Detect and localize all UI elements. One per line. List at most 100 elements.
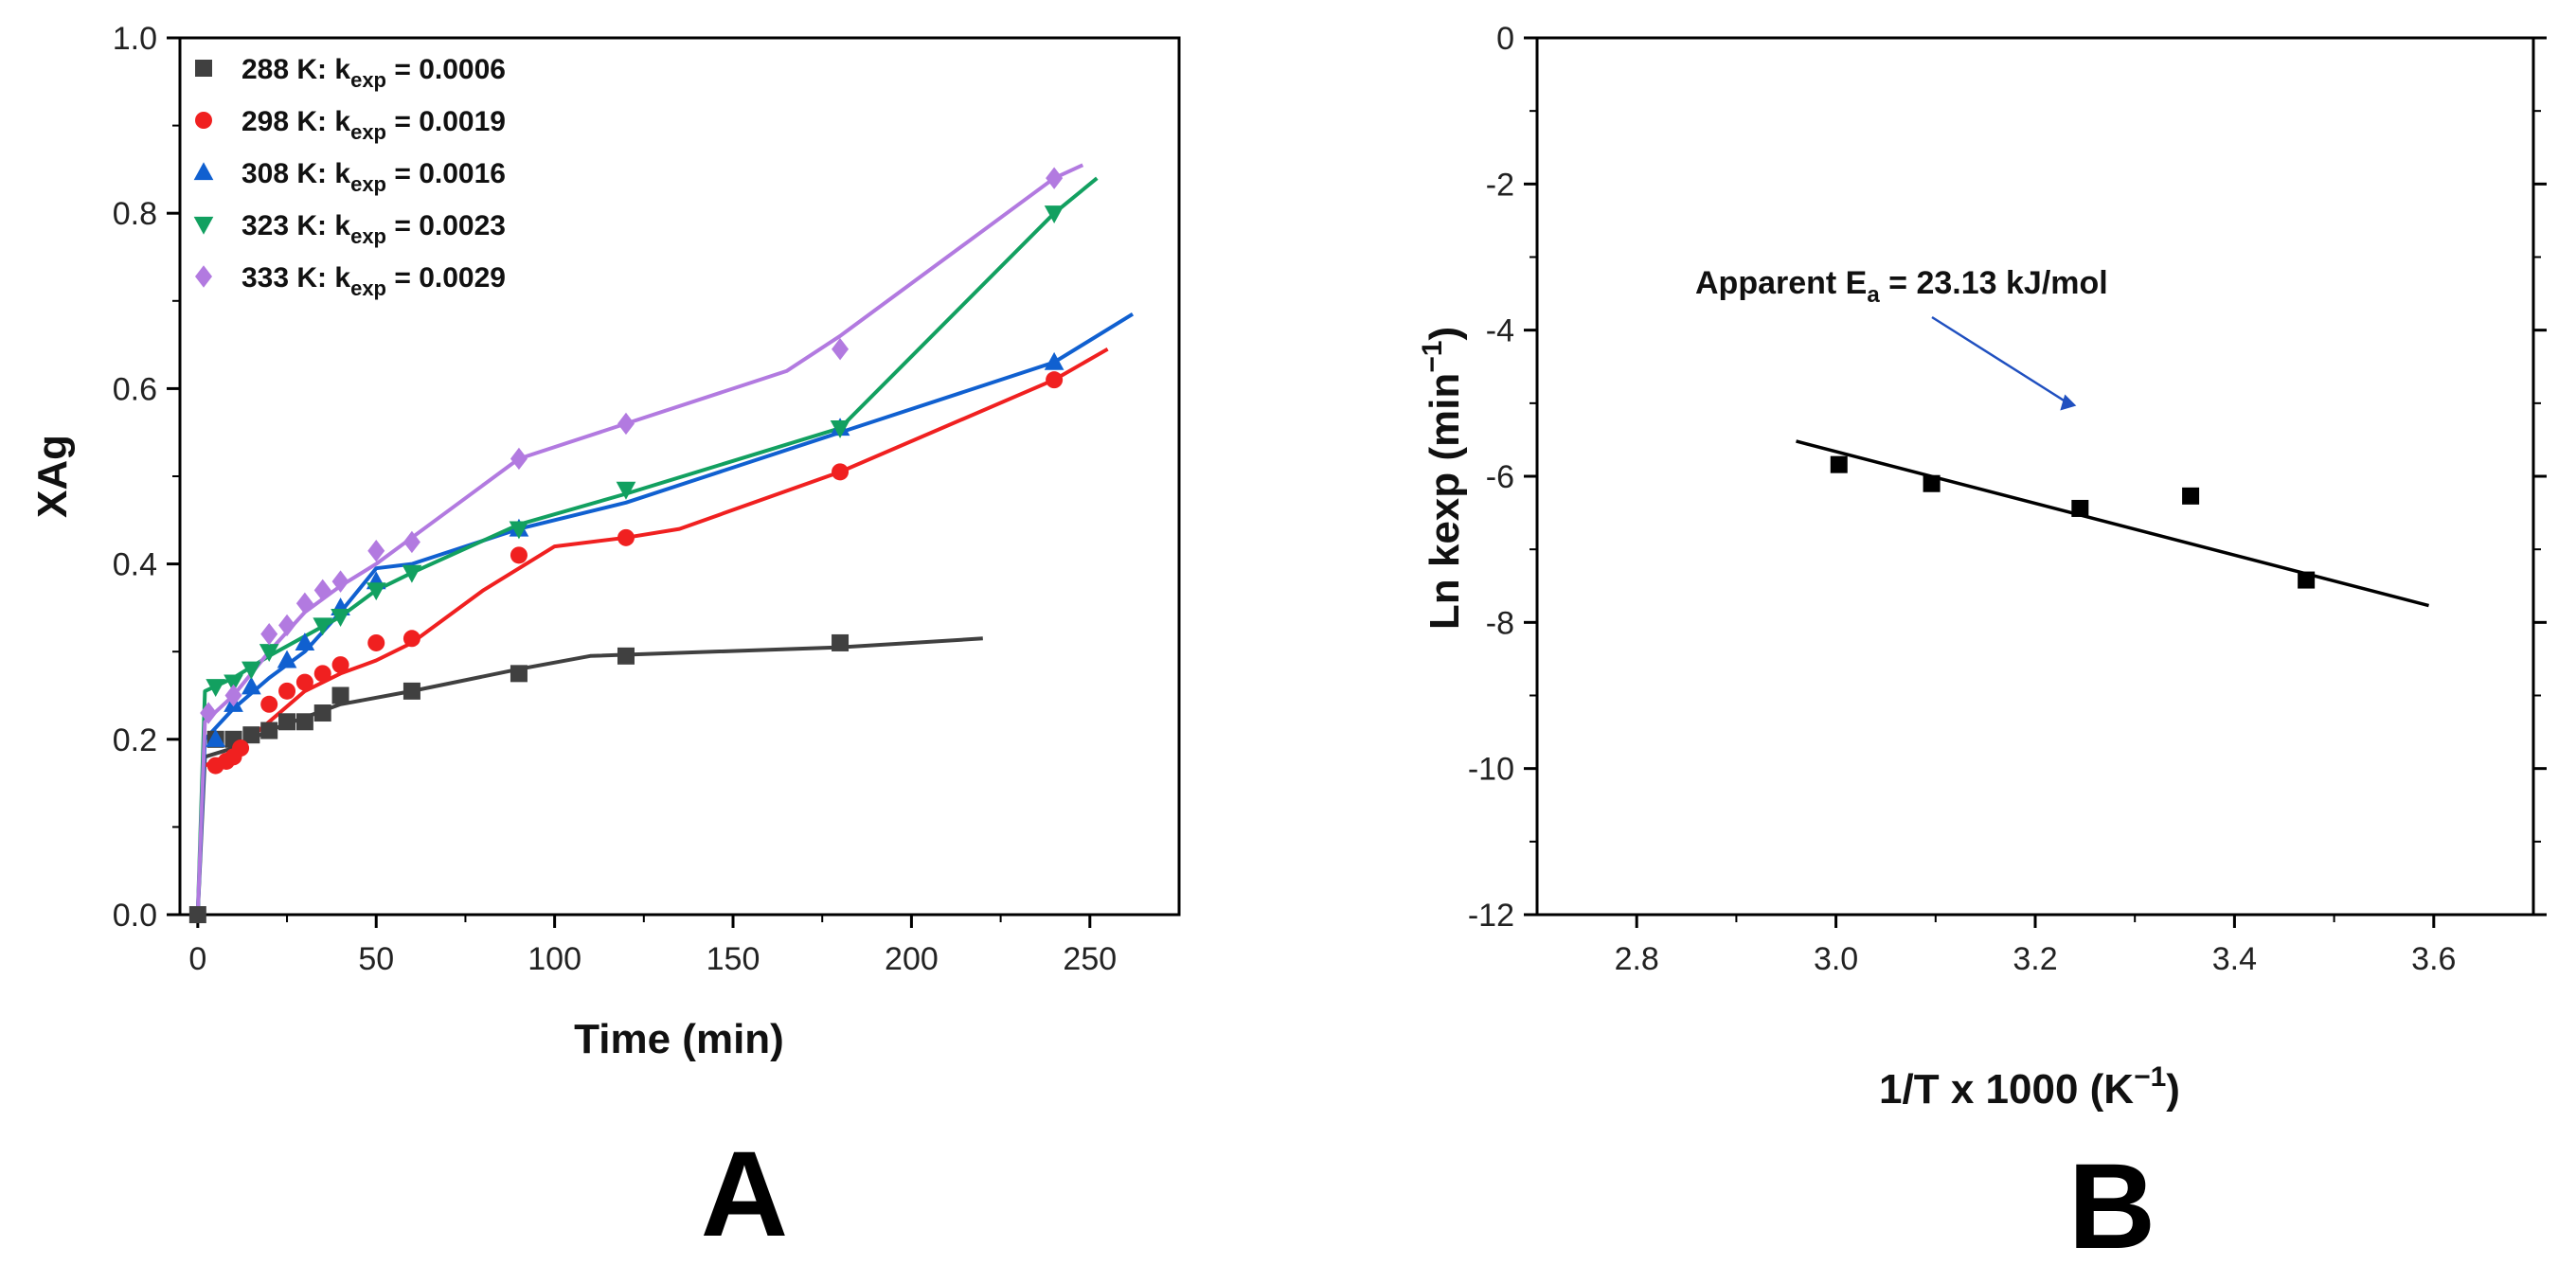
panel-b-frame [1535, 36, 2535, 917]
y-tick-label: 0.4 [113, 547, 157, 583]
data-point [188, 906, 206, 923]
data-point [295, 713, 313, 731]
y-tick-label: 1.0 [113, 21, 157, 57]
data-point [260, 622, 278, 646]
data-point [260, 695, 278, 713]
data-point [206, 679, 226, 698]
data-point [830, 419, 850, 438]
data-point [1830, 455, 1848, 473]
legend-entry: 308 K: kexp = 0.0016 [242, 158, 506, 196]
y-tick-label: -8 [1486, 605, 1514, 641]
data-point [510, 665, 528, 683]
data-point [2182, 487, 2200, 505]
legend-marker [193, 162, 214, 181]
data-point [1044, 205, 1064, 223]
data-point [366, 582, 386, 601]
data-point [295, 592, 313, 615]
panel-a-data-points [188, 167, 1064, 923]
data-point [232, 739, 250, 757]
data-point [313, 579, 331, 602]
panel-a-ticks [167, 36, 1092, 928]
fit-line [204, 347, 1109, 768]
data-point [331, 570, 349, 593]
panel-a-legend: 288 K: kexp = 0.0006 298 K: kexp = 0.0019… [193, 54, 506, 300]
data-point [278, 713, 296, 731]
data-point [278, 614, 296, 637]
panel-b-chart: 2.8 3.0 3.2 3.4 3.6 0 -2 -4 -6 -8 -10 -12 Apparent … [1417, 21, 2547, 1265]
data-point [313, 704, 331, 722]
x-tick-label: 250 [1063, 941, 1117, 977]
fit-line [195, 163, 1084, 916]
data-point [200, 702, 218, 724]
panel-b-ticks [1524, 36, 2547, 928]
x-tick-label: 3.0 [1814, 941, 1858, 977]
data-point [331, 686, 349, 704]
x-tick-label: 100 [528, 941, 581, 977]
panel-a-label: A [701, 1127, 788, 1262]
data-point [331, 656, 349, 674]
panel-a-tick-labels: 0 50 100 150 200 250 0.0 0.2 0.4 0.6 0.8 1.0 [113, 21, 1117, 977]
y-tick-label: 0.8 [113, 196, 157, 232]
data-point [402, 682, 420, 700]
panel-b-fit-line [1796, 439, 2429, 608]
y-tick-label: 0.6 [113, 371, 157, 407]
panel-b-annotation: Apparent Ea = 23.13 kJ/mol [1695, 265, 2108, 411]
data-point [367, 540, 385, 562]
data-point [1046, 371, 1064, 389]
data-point [224, 684, 242, 707]
panel-a-y-axis-label: XAg [29, 435, 76, 518]
data-point [616, 481, 636, 500]
legend-marker [193, 216, 214, 235]
data-point [1923, 474, 1941, 492]
annotation-arrowhead [2060, 394, 2077, 411]
data-point [295, 673, 313, 691]
activation-energy-label: Apparent Ea = 23.13 kJ/mol [1695, 265, 2108, 308]
data-point [295, 632, 315, 651]
panel-a-x-axis-label: Time (min) [574, 1016, 784, 1062]
arrhenius-fit-line [1796, 439, 2429, 608]
data-point [832, 463, 850, 481]
x-tick-label: 200 [885, 941, 939, 977]
data-point [367, 633, 385, 651]
data-point [2071, 499, 2089, 517]
x-tick-label: 3.4 [2212, 941, 2257, 977]
y-tick-label: -2 [1486, 167, 1514, 203]
data-point [242, 661, 261, 680]
y-tick-label: 0.2 [113, 722, 157, 758]
data-point [509, 521, 529, 540]
data-point [260, 722, 278, 739]
data-point [402, 630, 420, 648]
legend-marker [195, 60, 212, 77]
panel-b-data-points [1830, 455, 2316, 589]
data-point [617, 412, 635, 436]
y-tick-label: -6 [1486, 459, 1514, 495]
data-point [313, 665, 331, 683]
data-point [259, 644, 279, 662]
data-point [1044, 351, 1064, 370]
data-point [313, 617, 333, 636]
data-point [832, 338, 850, 361]
y-tick-label: 0.0 [113, 898, 157, 934]
x-tick-label: 2.8 [1615, 941, 1659, 977]
y-tick-label: -10 [1468, 752, 1514, 788]
panel-b-tick-labels: 2.8 3.0 3.2 3.4 3.6 0 -2 -4 -6 -8 -10 -12 [1468, 21, 2457, 977]
legend-marker [195, 112, 212, 129]
legend-entry: 298 K: kexp = 0.0019 [242, 106, 506, 144]
data-point [277, 650, 297, 668]
panel-b-y-axis-label: Ln kexp (min−1) [1417, 327, 1468, 630]
data-point [510, 447, 528, 471]
x-tick-label: 0 [188, 941, 206, 977]
fit-line [195, 636, 983, 916]
panel-a-chart: 0 50 100 150 200 250 0.0 0.2 0.4 0.6 0.8 1.0 288 K:… [29, 21, 1181, 1262]
data-point [832, 633, 850, 651]
y-tick-label: 0 [1496, 21, 1514, 57]
y-tick-label: -12 [1468, 898, 1514, 934]
data-point [510, 546, 528, 564]
y-tick-label: -4 [1486, 313, 1514, 349]
data-point [617, 647, 635, 665]
data-point [402, 564, 422, 583]
data-point [331, 609, 350, 627]
panel-b-label: B [2068, 1139, 2156, 1265]
data-point [2298, 571, 2316, 589]
